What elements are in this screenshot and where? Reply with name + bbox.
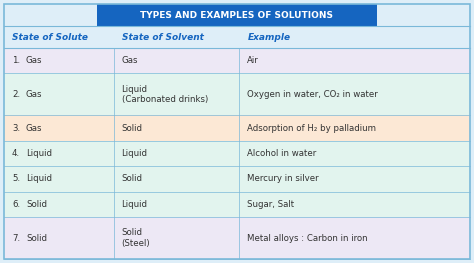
Text: Liquid: Liquid xyxy=(26,174,52,183)
Text: 4.: 4. xyxy=(12,149,20,158)
Text: 6.: 6. xyxy=(12,200,20,209)
Text: Mercury in silver: Mercury in silver xyxy=(247,174,319,183)
Bar xyxy=(4,166,470,192)
Text: Metal alloys : Carbon in iron: Metal alloys : Carbon in iron xyxy=(247,234,368,242)
Bar xyxy=(97,4,377,26)
Text: Liquid: Liquid xyxy=(121,200,147,209)
Text: Gas: Gas xyxy=(121,56,138,65)
Text: Alcohol in water: Alcohol in water xyxy=(247,149,317,158)
Text: 2.: 2. xyxy=(12,90,20,99)
Text: TYPES AND EXAMPLES OF SOLUTIONS: TYPES AND EXAMPLES OF SOLUTIONS xyxy=(140,11,334,19)
Text: State of Solvent: State of Solvent xyxy=(121,33,203,42)
Text: Liquid: Liquid xyxy=(26,149,52,158)
Text: Gas: Gas xyxy=(26,56,43,65)
Text: Gas: Gas xyxy=(26,90,43,99)
Bar xyxy=(4,48,470,73)
Text: Gas: Gas xyxy=(26,124,43,133)
Text: State of Solute: State of Solute xyxy=(12,33,88,42)
Text: Air: Air xyxy=(247,56,259,65)
Text: Solid: Solid xyxy=(121,124,143,133)
Text: Sugar, Salt: Sugar, Salt xyxy=(247,200,294,209)
Bar xyxy=(4,115,470,141)
Bar xyxy=(4,217,470,259)
Bar xyxy=(4,192,470,217)
Text: Adsorption of H₂ by palladium: Adsorption of H₂ by palladium xyxy=(247,124,376,133)
Text: 5.: 5. xyxy=(12,174,20,183)
Text: 7.: 7. xyxy=(12,234,20,242)
Text: 1.: 1. xyxy=(12,56,20,65)
Text: Solid: Solid xyxy=(26,234,47,242)
Bar xyxy=(4,73,470,115)
Text: Solid: Solid xyxy=(121,174,143,183)
Text: 3.: 3. xyxy=(12,124,20,133)
Text: Oxygen in water, CO₂ in water: Oxygen in water, CO₂ in water xyxy=(247,90,378,99)
Text: Liquid
(Carbonated drinks): Liquid (Carbonated drinks) xyxy=(121,85,208,104)
Bar xyxy=(4,141,470,166)
Text: Solid
(Steel): Solid (Steel) xyxy=(121,228,150,248)
Text: Solid: Solid xyxy=(26,200,47,209)
Text: Liquid: Liquid xyxy=(121,149,147,158)
Bar xyxy=(4,26,470,48)
Text: Example: Example xyxy=(247,33,291,42)
